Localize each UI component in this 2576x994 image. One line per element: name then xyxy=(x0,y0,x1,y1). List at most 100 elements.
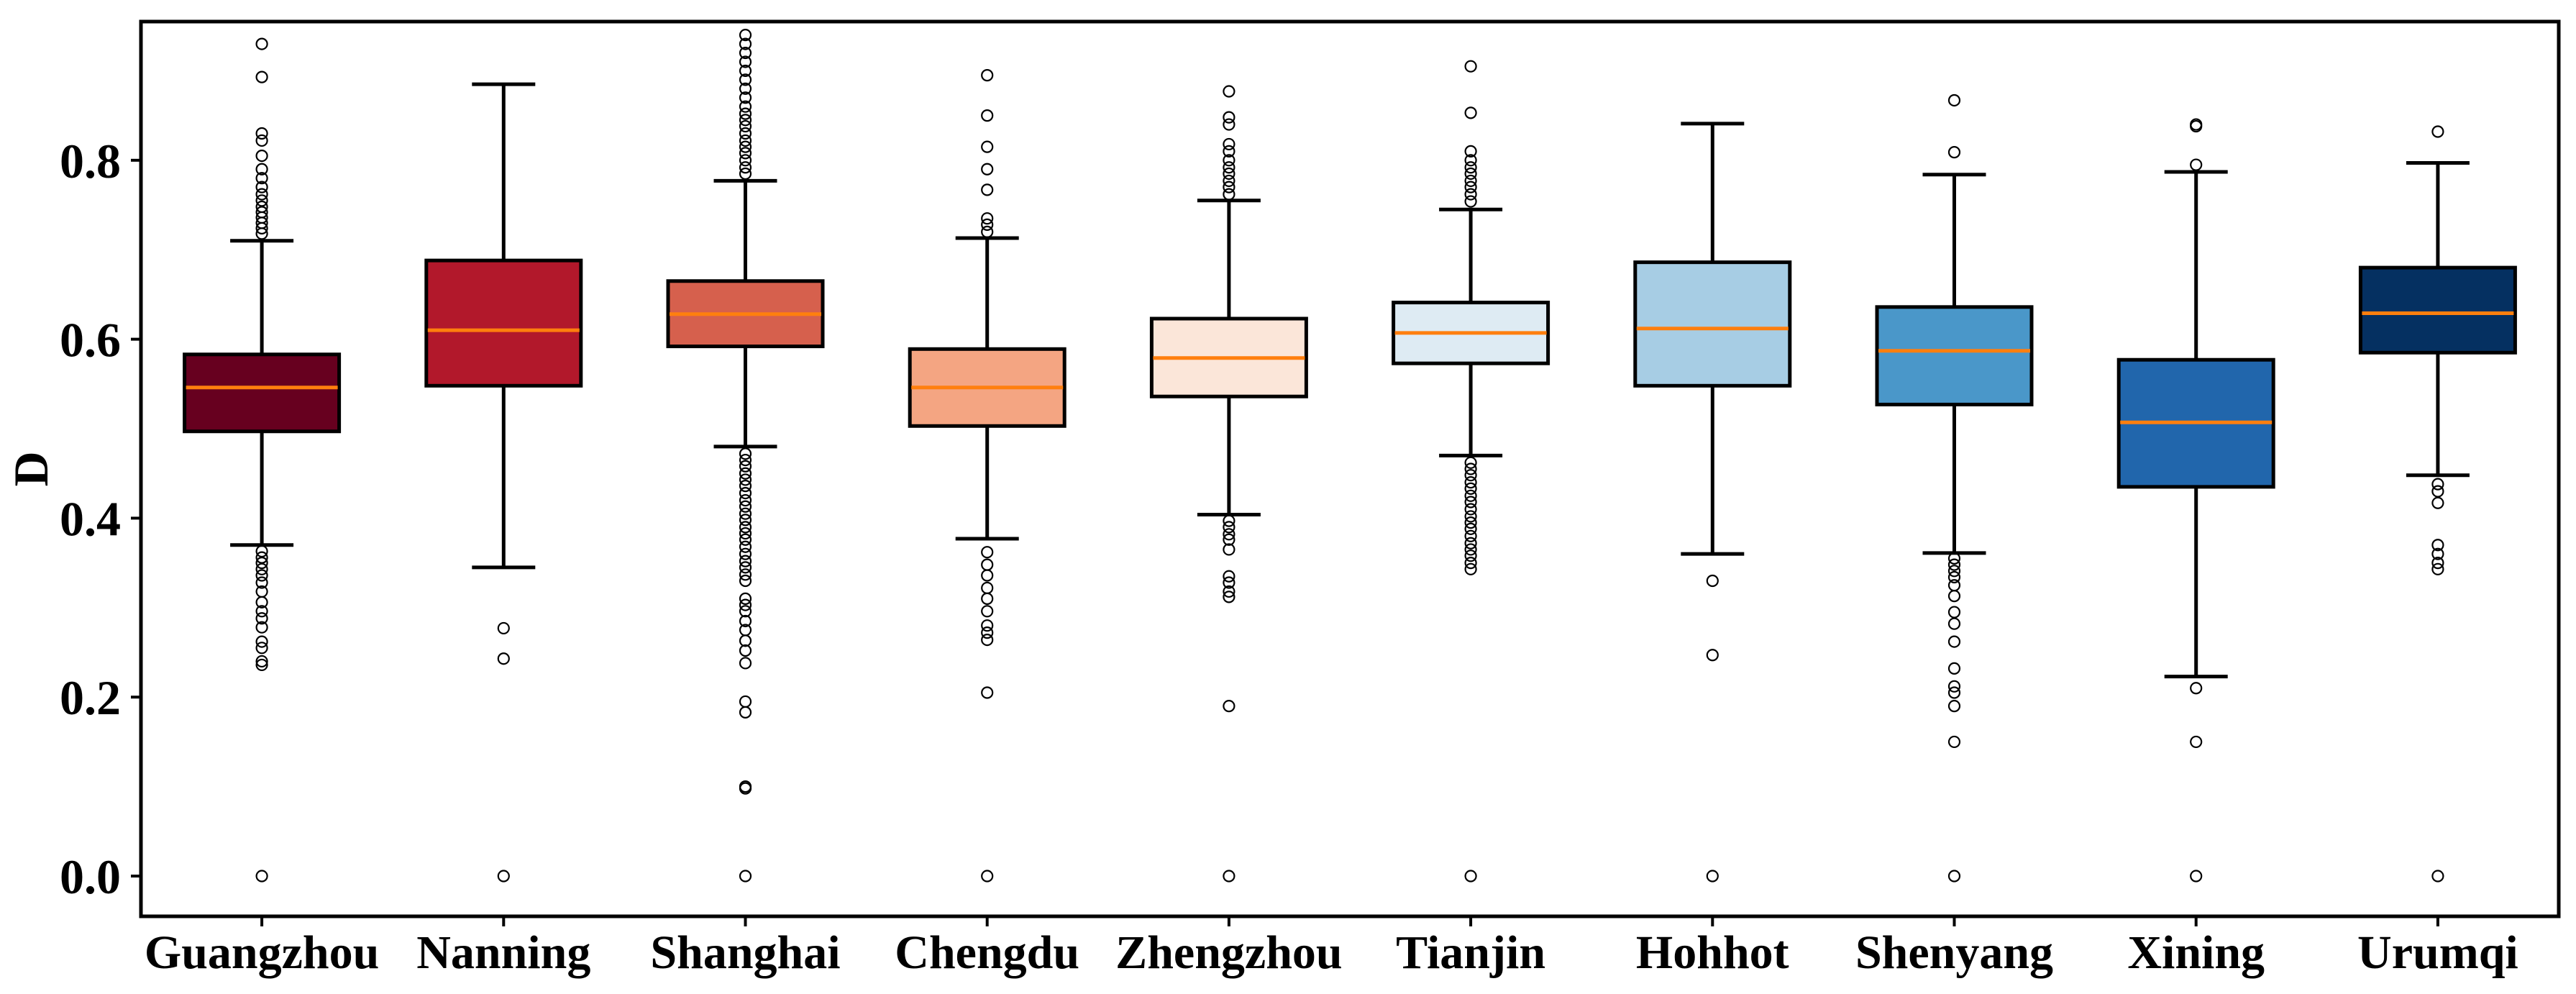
outlier-point xyxy=(739,114,752,127)
outlier-point xyxy=(739,29,752,42)
outlier-point xyxy=(739,107,752,120)
outlier-point xyxy=(1464,562,1477,575)
outlier-point xyxy=(255,194,268,207)
outlier-point xyxy=(1947,662,1961,675)
x-tick-label-urumqi: Urumqi xyxy=(2357,926,2518,979)
outlier-point xyxy=(981,870,994,883)
outlier-point xyxy=(981,592,994,605)
outlier-point xyxy=(739,574,752,588)
outlier-point xyxy=(255,576,268,589)
outlier-point xyxy=(739,147,752,160)
outlier-point xyxy=(739,695,752,708)
outlier-point xyxy=(2431,496,2444,509)
outlier-point xyxy=(739,37,752,50)
outlier-point xyxy=(2190,735,2203,749)
outlier-point xyxy=(739,167,752,181)
outlier-point xyxy=(981,626,994,639)
outlier-point xyxy=(2431,539,2444,552)
outlier-point xyxy=(1223,591,1236,603)
x-tick-label-hohhot: Hohhot xyxy=(1636,926,1789,979)
outlier-point xyxy=(739,480,752,493)
outlier-point xyxy=(1223,145,1236,158)
box-group-zhengzhou xyxy=(1149,85,1308,883)
outlier-point xyxy=(1223,570,1236,583)
outlier-point xyxy=(739,568,752,581)
outlier-point xyxy=(1464,456,1477,469)
outlier-point xyxy=(1464,522,1477,535)
box-group-tianjin xyxy=(1392,60,1550,883)
outlier-point xyxy=(1464,543,1477,556)
x-tick-label-tianjin: Tianjin xyxy=(1396,926,1545,979)
y-tick-label: 0.8 xyxy=(60,134,121,188)
outlier-point xyxy=(255,870,268,883)
outlier-point xyxy=(255,544,268,558)
outlier-point xyxy=(981,163,994,175)
x-tick-label-shenyang: Shenyang xyxy=(1855,926,2053,979)
outlier-point xyxy=(255,635,268,648)
outlier-point xyxy=(1464,462,1477,475)
outlier-point xyxy=(1464,550,1477,562)
outlier-point xyxy=(739,453,752,467)
outlier-point xyxy=(739,55,752,68)
outlier-point xyxy=(1223,528,1236,541)
outlier-point xyxy=(739,561,752,574)
outlier-point xyxy=(739,467,752,480)
outlier-point xyxy=(739,555,752,567)
outlier-point xyxy=(739,73,752,86)
outlier-point xyxy=(1464,181,1477,193)
outlier-point xyxy=(739,447,752,460)
outlier-point xyxy=(255,188,268,201)
x-tick-label-xining: Xining xyxy=(2127,926,2265,979)
outlier-point xyxy=(1947,686,1961,699)
outlier-point xyxy=(739,605,752,618)
outlier-point xyxy=(739,644,752,657)
x-tick-label-shanghai: Shanghai xyxy=(650,926,840,979)
outlier-point xyxy=(739,486,752,500)
outlier-point xyxy=(1947,579,1961,592)
outlier-point xyxy=(981,212,994,225)
outlier-point xyxy=(1223,161,1236,174)
outlier-point xyxy=(1464,510,1477,523)
outlier-point xyxy=(255,150,268,163)
outlier-point xyxy=(739,100,752,113)
outlier-point xyxy=(1464,516,1477,529)
x-axis: Guangzhou Nanning Shanghai Chengdu Zhengzhou… xyxy=(145,916,2518,979)
outlier-point xyxy=(739,592,752,605)
outlier-point xyxy=(739,514,752,526)
y-tick-label: 0.2 xyxy=(60,670,121,725)
outlier-point xyxy=(255,621,268,634)
outlier-point xyxy=(739,154,752,167)
outlier-point xyxy=(255,222,268,234)
outlier-point xyxy=(1223,167,1236,181)
outlier-point xyxy=(1223,154,1236,167)
outlier-point xyxy=(739,540,752,553)
outlier-point xyxy=(255,163,268,175)
outlier-point xyxy=(255,557,268,570)
outlier-point xyxy=(1947,606,1961,619)
outlier-point xyxy=(1706,649,1719,662)
outlier-point xyxy=(255,37,268,50)
outlier-point xyxy=(981,634,994,647)
outlier-point xyxy=(981,225,994,238)
outlier-point xyxy=(1947,617,1961,630)
outlier-point xyxy=(255,127,268,140)
outlier-point xyxy=(1223,521,1236,534)
outlier-point xyxy=(1464,188,1477,201)
outlier-point xyxy=(1223,585,1236,598)
y-tick-label: 0.0 xyxy=(60,849,121,904)
outlier-point xyxy=(981,569,994,582)
outlier-point xyxy=(981,581,994,595)
outlier-point xyxy=(2431,485,2444,498)
box-body xyxy=(424,258,583,388)
outlier-point xyxy=(981,140,994,153)
outlier-point xyxy=(1464,195,1477,208)
outlier-point xyxy=(739,521,752,534)
box-body xyxy=(2358,265,2517,355)
outlier-point xyxy=(739,473,752,486)
outlier-point xyxy=(255,134,268,147)
outlier-point xyxy=(1947,635,1961,648)
outlier-point xyxy=(1223,118,1236,131)
outlier-point xyxy=(739,533,752,546)
outlier-point xyxy=(1947,570,1961,584)
